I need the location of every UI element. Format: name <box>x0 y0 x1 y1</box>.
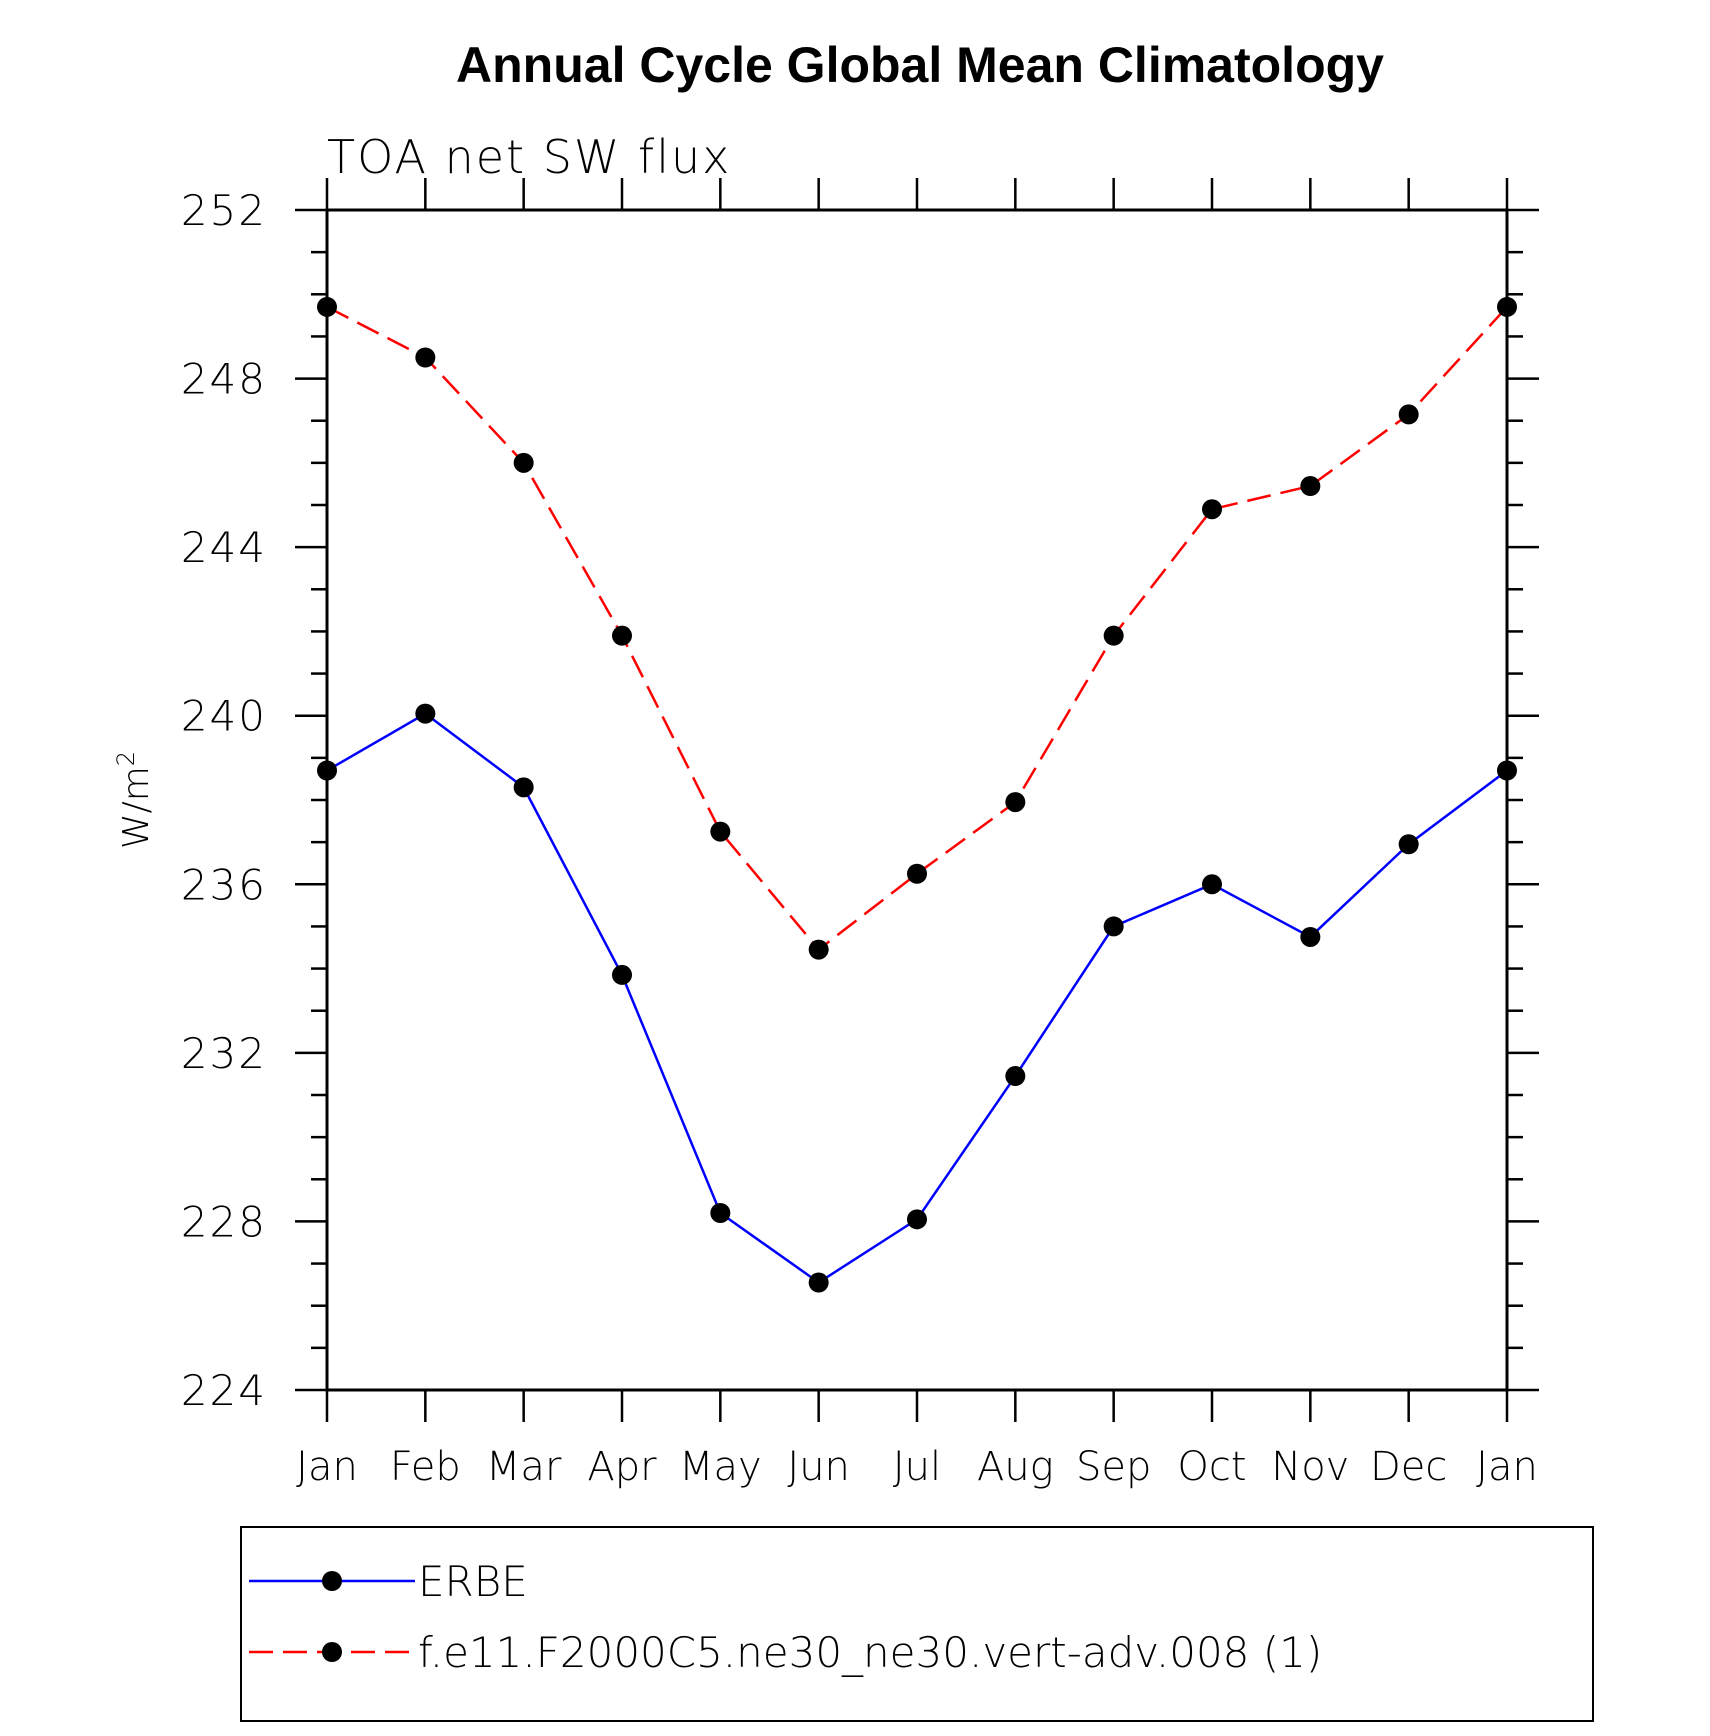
x-tick-label: Oct <box>1177 1444 1246 1490</box>
series-point-0 <box>1202 874 1222 895</box>
x-tick-label: Jan <box>296 1444 358 1490</box>
y-tick-label: 244 <box>181 523 267 572</box>
series-point-1 <box>907 863 927 884</box>
series-point-1 <box>1497 296 1517 317</box>
x-tick-label: Jan <box>1476 1444 1538 1490</box>
series-line-1 <box>326 305 1508 952</box>
legend-marker-1 <box>322 1642 342 1662</box>
y-tick-label: 240 <box>181 692 267 741</box>
series-point-1 <box>612 625 632 646</box>
x-tick-label: Nov <box>1271 1444 1349 1490</box>
series-line-0 <box>326 712 1508 1285</box>
x-tick-label: Sep <box>1076 1444 1151 1490</box>
series-point-0 <box>415 703 436 724</box>
series-point-0 <box>317 760 337 781</box>
legend-label-1: f.e11.F2000C5.ne30_ne30.vert-adv.008 (1) <box>418 1628 1322 1677</box>
series-point-0 <box>513 777 534 798</box>
series-point-0 <box>1497 760 1517 781</box>
series-point-1 <box>1202 499 1222 520</box>
series-point-1 <box>317 296 337 317</box>
y-axis-label-superscript: 2 <box>112 751 140 766</box>
series-point-1 <box>1005 792 1026 813</box>
x-tick-label: May <box>679 1444 762 1490</box>
legend: ERBE f.e11.F2000C5.ne30_ne30.vert-adv.008… <box>240 1526 1594 1722</box>
x-tick-label: Dec <box>1370 1444 1447 1490</box>
y-tick-label: 248 <box>181 355 267 404</box>
series-point-1 <box>1398 404 1419 425</box>
series-point-0 <box>612 964 632 985</box>
x-tick-label: Jun <box>787 1444 850 1490</box>
series-point-1 <box>1103 625 1124 646</box>
x-tick-label: Feb <box>390 1444 461 1490</box>
legend-label-0: ERBE <box>418 1557 528 1606</box>
chart-subtitle: TOA net SW flux <box>327 130 731 184</box>
y-axis-label: W/m2 <box>112 751 157 849</box>
y-tick-label: 228 <box>181 1197 267 1246</box>
x-tick-label: Mar <box>486 1444 562 1490</box>
y-tick-label: 236 <box>181 860 267 909</box>
data-series <box>317 296 1517 1293</box>
y-axis: 224 228 232 236 240 244 248 252 <box>181 186 1539 1415</box>
series-point-1 <box>1300 476 1321 497</box>
x-axis: Jan Feb Mar Apr May Jun Jul Aug Sep Oct Nov Dec Jan <box>296 178 1538 1490</box>
legend-box <box>240 1526 1594 1722</box>
series-point-1 <box>513 452 534 473</box>
y-tick-label: 252 <box>181 186 267 235</box>
y-tick-label: 232 <box>181 1029 267 1078</box>
series-point-1 <box>415 347 436 368</box>
y-axis-label-text: W/m <box>116 766 157 849</box>
series-point-0 <box>907 1209 927 1230</box>
series-point-0 <box>1005 1066 1026 1087</box>
chart-title: Annual Cycle Global Mean Climatology <box>456 37 1384 93</box>
series-point-1 <box>710 821 731 842</box>
y-tick-label: 224 <box>181 1366 267 1415</box>
series-point-0 <box>1103 916 1124 937</box>
series-point-0 <box>710 1203 731 1223</box>
series-point-0 <box>1300 926 1321 947</box>
series-point-0 <box>1398 834 1419 855</box>
x-tick-label: Jul <box>893 1444 941 1490</box>
series-point-0 <box>808 1272 829 1293</box>
x-tick-label: Aug <box>977 1444 1054 1490</box>
series-point-1 <box>808 939 829 960</box>
legend-marker-0 <box>322 1571 342 1591</box>
x-tick-label: Apr <box>587 1444 657 1490</box>
